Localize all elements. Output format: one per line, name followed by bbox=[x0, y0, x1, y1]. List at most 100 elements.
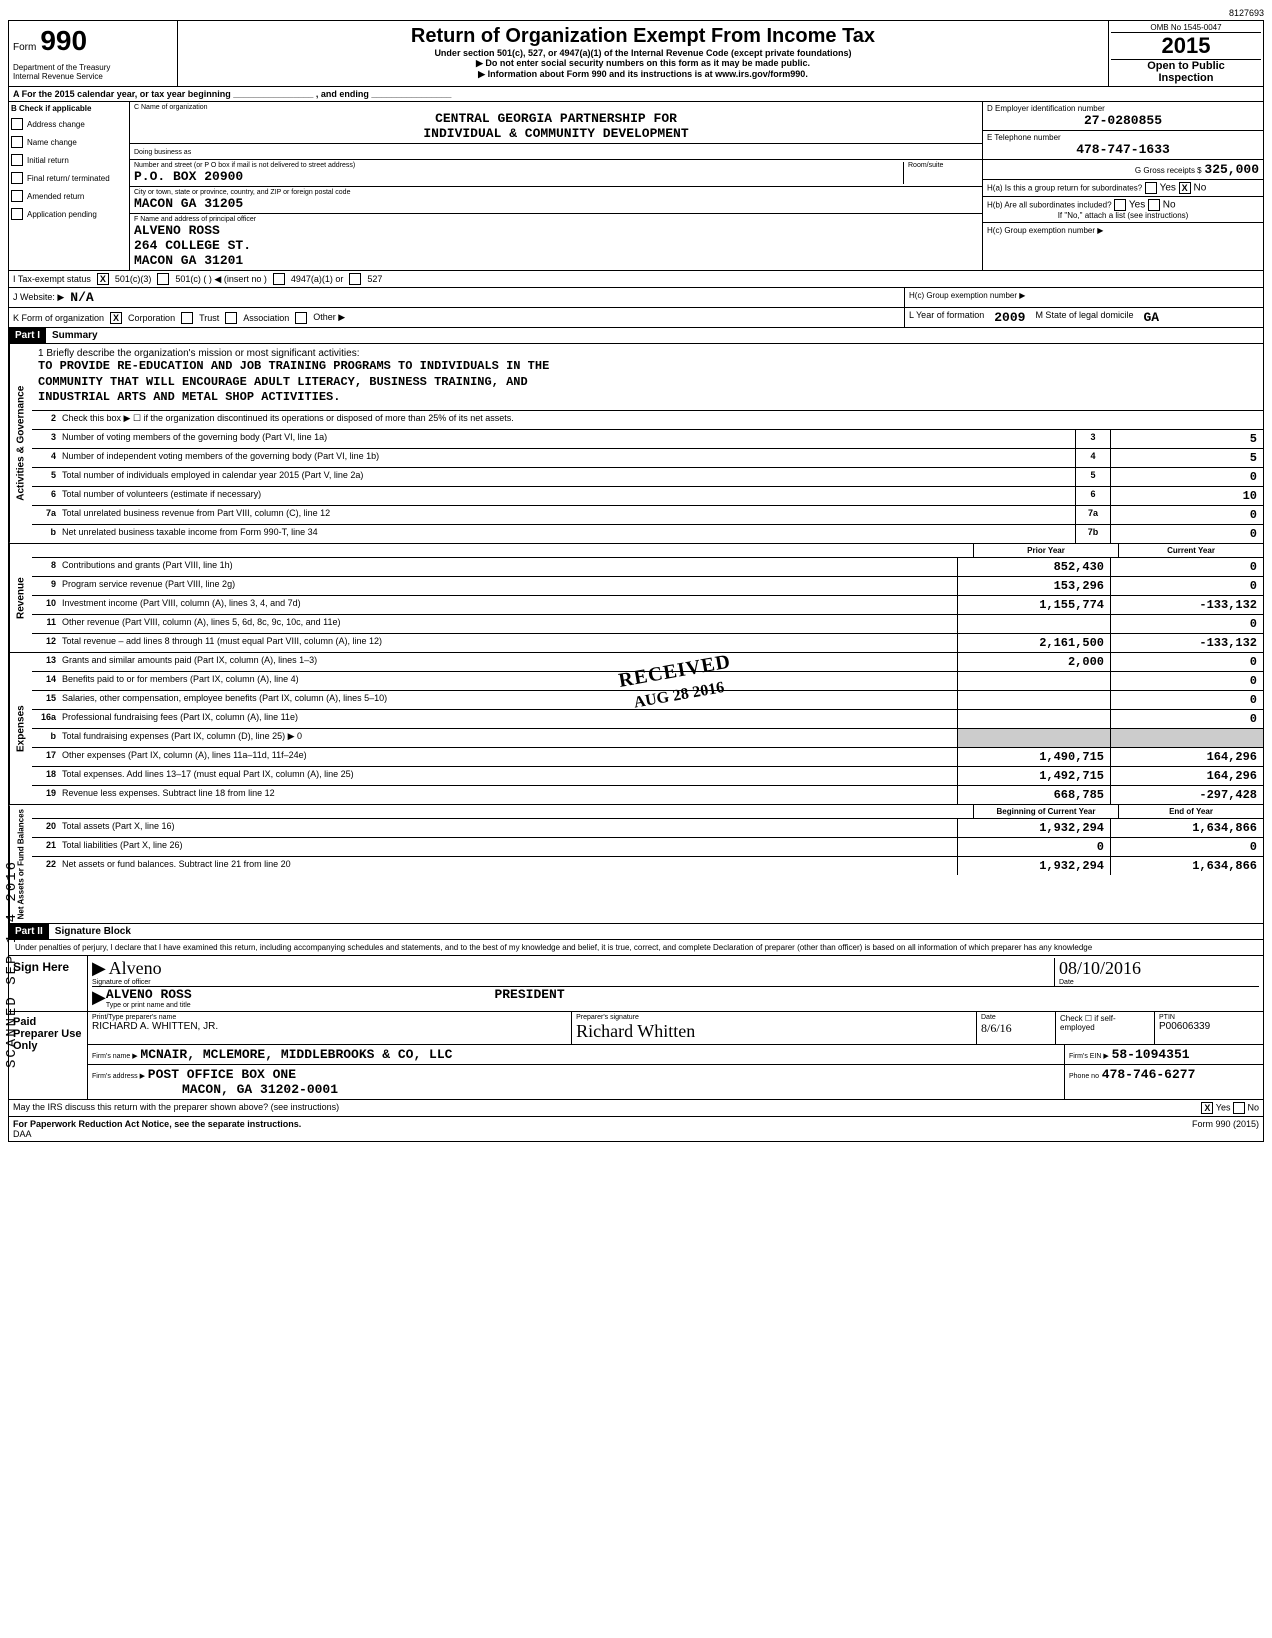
col-end: End of Year bbox=[1118, 805, 1263, 818]
discuss-no-cb[interactable] bbox=[1233, 1102, 1245, 1114]
ptin-label: PTIN bbox=[1159, 1014, 1259, 1021]
col-prior: Prior Year bbox=[973, 544, 1118, 557]
self-employed: Check ☐ if self-employed bbox=[1056, 1012, 1155, 1044]
opt-4947: 4947(a)(1) or bbox=[291, 274, 344, 284]
state-value: GA bbox=[1143, 310, 1159, 325]
state-label: M State of legal domicile bbox=[1035, 310, 1133, 325]
firm-addr1: POST OFFICE BOX ONE bbox=[148, 1067, 296, 1082]
opt-assoc: Association bbox=[243, 313, 289, 323]
year-formation-label: L Year of formation bbox=[909, 310, 984, 325]
hb-no-cb[interactable] bbox=[1148, 199, 1160, 211]
sign-here-label: Sign Here bbox=[9, 956, 87, 1011]
mission-intro: 1 Briefly describe the organization's mi… bbox=[38, 348, 1257, 359]
table-row: 15Salaries, other compensation, employee… bbox=[32, 691, 1263, 710]
discuss-yes-cb[interactable]: X bbox=[1201, 1102, 1213, 1114]
subtitle: Under section 501(c), 527, or 4947(a)(1)… bbox=[182, 48, 1104, 58]
cb-label: Final return/ terminated bbox=[27, 174, 110, 183]
cb-app-pending[interactable] bbox=[11, 208, 23, 220]
cb-address-change[interactable] bbox=[11, 118, 23, 130]
ha-yes-cb[interactable] bbox=[1145, 182, 1157, 194]
table-row: 6Total number of volunteers (estimate if… bbox=[32, 487, 1263, 506]
hb-label: H(b) Are all subordinates included? bbox=[987, 201, 1112, 210]
cb-corp[interactable]: X bbox=[110, 312, 122, 324]
cb-label: Name change bbox=[27, 138, 77, 147]
preparer-signature: Richard Whitten bbox=[576, 1021, 695, 1041]
hc-label: H(c) Group exemption number ▶ bbox=[987, 226, 1103, 235]
table-row: 7aTotal unrelated business revenue from … bbox=[32, 506, 1263, 525]
penalty-text: Under penalties of perjury, I declare th… bbox=[9, 940, 1263, 956]
cb-name-change[interactable] bbox=[11, 136, 23, 148]
form-header: Form 990 Department of the Treasury Inte… bbox=[8, 20, 1264, 86]
table-row: 12Total revenue – add lines 8 through 11… bbox=[32, 634, 1263, 652]
mission-line1: TO PROVIDE RE-EDUCATION AND JOB TRAINING… bbox=[38, 359, 1257, 375]
table-row: 13Grants and similar amounts paid (Part … bbox=[32, 653, 1263, 672]
org-city: MACON GA 31205 bbox=[134, 196, 978, 211]
gross-value: 325,000 bbox=[1204, 162, 1259, 177]
hb-yes-cb[interactable] bbox=[1114, 199, 1126, 211]
omb-number: OMB No 1545-0047 bbox=[1111, 23, 1261, 33]
preparer-name: RICHARD A. WHITTEN, JR. bbox=[92, 1021, 567, 1032]
city-label: City or town, state or province, country… bbox=[134, 189, 978, 196]
side-governance: Activities & Governance bbox=[9, 344, 32, 543]
date-label: Date bbox=[1059, 979, 1259, 986]
side-expenses: Expenses bbox=[9, 653, 32, 804]
firm-name-label: Firm's name ▶ bbox=[92, 1053, 138, 1060]
ha-no-cb[interactable]: X bbox=[1179, 182, 1191, 194]
officer-label: F Name and address of principal officer bbox=[134, 216, 978, 223]
cb-assoc[interactable] bbox=[225, 312, 237, 324]
table-row: 17Other expenses (Part IX, column (A), l… bbox=[32, 748, 1263, 767]
opt-501c: 501(c) ( ) ◀ (insert no ) bbox=[175, 274, 266, 285]
ha-label: H(a) Is this a group return for subordin… bbox=[987, 184, 1142, 193]
officer-name: ALVENO ROSS bbox=[134, 223, 978, 238]
cb-label: Initial return bbox=[27, 156, 69, 165]
discuss-text: May the IRS discuss this return with the… bbox=[13, 1102, 339, 1114]
cb-label: Amended return bbox=[27, 192, 84, 201]
firm-phone: 478-746-6277 bbox=[1102, 1067, 1196, 1082]
mission-line2: COMMUNITY THAT WILL ENCOURAGE ADULT LITE… bbox=[38, 375, 1257, 391]
part2-title: Signature Block bbox=[49, 924, 137, 939]
mission-line3: INDUSTRIAL ARTS AND METAL SHOP ACTIVITIE… bbox=[38, 390, 1257, 406]
cb-trust[interactable] bbox=[181, 312, 193, 324]
part1-title: Summary bbox=[46, 328, 104, 343]
table-row: 14Benefits paid to or for members (Part … bbox=[32, 672, 1263, 691]
pointer-info: ▶ Information about Form 990 and its ins… bbox=[182, 69, 1104, 80]
cb-amended[interactable] bbox=[11, 190, 23, 202]
table-row: bNet unrelated business taxable income f… bbox=[32, 525, 1263, 543]
form-footer: Form 990 (2015) bbox=[1192, 1119, 1259, 1139]
pointer-ssn: ▶ Do not enter social security numbers o… bbox=[182, 58, 1104, 69]
officer-printed-name: ALVENO ROSS bbox=[106, 987, 192, 1002]
cb-final-return[interactable] bbox=[11, 172, 23, 184]
table-row: 22Net assets or fund balances. Subtract … bbox=[32, 857, 1263, 875]
row-a-tax-year: A For the 2015 calendar year, or tax yea… bbox=[8, 86, 1264, 101]
cb-501c[interactable] bbox=[157, 273, 169, 285]
officer-signature: Alveno bbox=[109, 958, 162, 978]
cb-501c3[interactable]: X bbox=[97, 273, 109, 285]
cb-other[interactable] bbox=[295, 312, 307, 324]
discuss-yes: Yes bbox=[1216, 1103, 1231, 1113]
preparer-date: 8/6/16 bbox=[981, 1021, 1012, 1035]
cb-initial-return[interactable] bbox=[11, 154, 23, 166]
cb-527[interactable] bbox=[349, 273, 361, 285]
dept-irs: Internal Revenue Service bbox=[13, 73, 173, 82]
prep-date-label: Date bbox=[981, 1014, 1051, 1021]
cb-4947[interactable] bbox=[273, 273, 285, 285]
dba-label: Doing business as bbox=[134, 149, 191, 156]
officer-city: MACON GA 31201 bbox=[134, 253, 978, 268]
scanned-stamp: SCANNED SEP 1 4 2016 bbox=[4, 860, 20, 1068]
open-public-1: Open to Public bbox=[1111, 60, 1261, 72]
tel-value: 478-747-1633 bbox=[987, 142, 1259, 157]
org-address: P.O. BOX 20900 bbox=[134, 169, 903, 184]
paid-preparer-label: Paid Preparer Use Only bbox=[9, 1012, 87, 1099]
row-k-label: K Form of organization bbox=[13, 313, 104, 323]
table-row: 8Contributions and grants (Part VIII, li… bbox=[32, 558, 1263, 577]
table-row: 19Revenue less expenses. Subtract line 1… bbox=[32, 786, 1263, 804]
no-label: No bbox=[1193, 183, 1206, 194]
opt-corp: Corporation bbox=[128, 313, 175, 323]
cb-label: Application pending bbox=[27, 210, 97, 219]
opt-501c3: 501(c)(3) bbox=[115, 274, 152, 284]
year-formation: 2009 bbox=[994, 310, 1025, 325]
table-row: 10Investment income (Part VIII, column (… bbox=[32, 596, 1263, 615]
col-begin: Beginning of Current Year bbox=[973, 805, 1118, 818]
row-j-label: J Website: ▶ bbox=[13, 292, 64, 303]
firm-addr-label: Firm's address ▶ bbox=[92, 1073, 145, 1080]
